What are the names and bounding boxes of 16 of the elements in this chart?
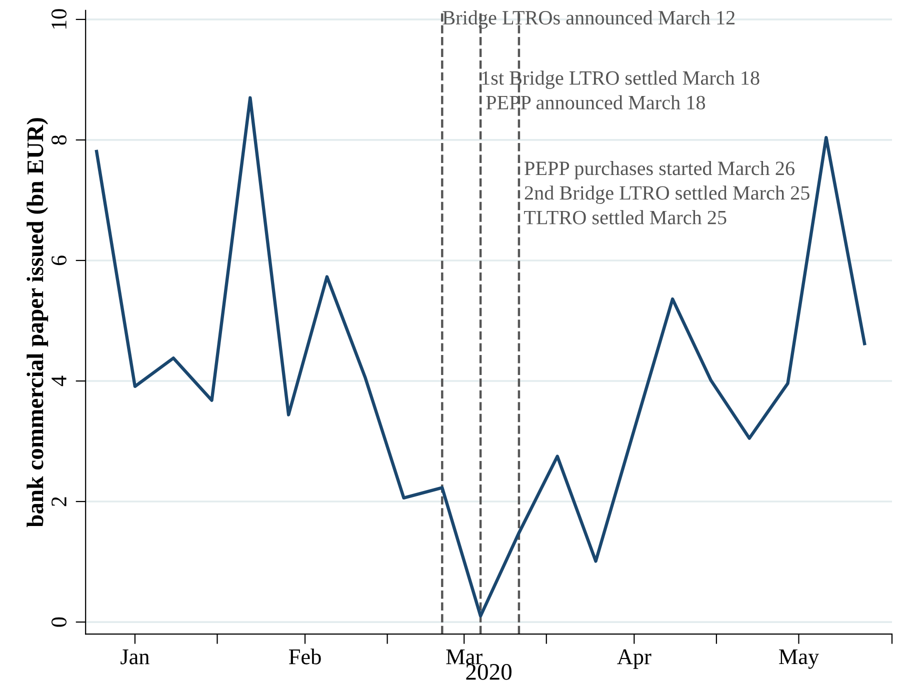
y-tick-label: 2 xyxy=(52,497,66,506)
x-tick-label: May xyxy=(779,649,820,669)
y-tick-label: 6 xyxy=(52,256,66,266)
x-tick-label: Apr xyxy=(617,649,652,669)
line-series xyxy=(94,96,866,618)
x-tick-label: Feb xyxy=(288,648,321,664)
ref-line-label: PEPP purchases started March 26 2nd Bridge LTRO settled March 25 TLTRO settled March 25 xyxy=(524,161,810,224)
y-tick-label: 4 xyxy=(52,376,66,386)
x-axis-title: 2020 xyxy=(466,664,512,680)
y-tick-label: 8 xyxy=(52,135,66,145)
x-tick-label: Mar xyxy=(446,650,482,664)
y-tick-label: 10 xyxy=(52,9,66,29)
y-tick-label: 0 xyxy=(52,617,66,627)
ref-line-label: 1st Bridge LTRO settled March 18 PEPP announced March 18 xyxy=(482,70,760,110)
y-axis-title: bank commercial paper issued (bn EUR) xyxy=(26,118,48,528)
x-tick-label: Jan xyxy=(120,650,150,664)
